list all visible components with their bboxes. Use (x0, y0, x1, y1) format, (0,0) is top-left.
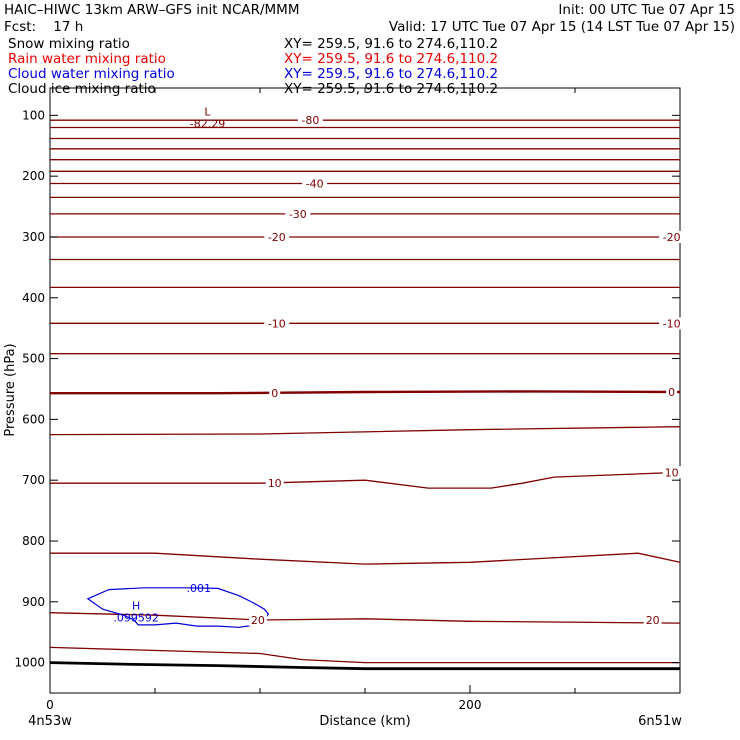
temperature-contour-line (49, 426, 681, 436)
valid-text: Valid: 17 UTC Tue 07 Apr 15 (14 LST Tue … (389, 19, 735, 35)
y-tick-label: 700 (22, 473, 45, 487)
contour-label-gap (666, 386, 678, 399)
temperature-contour-label: 0 (668, 386, 675, 399)
extremum-symbol: H (132, 600, 140, 613)
field-snow-xy: XY= 259.5, 91.6 to 274.6,110.2 (284, 36, 498, 52)
contour-label-gap (285, 207, 311, 220)
field-rain-xy: XY= 259.5, 91.6 to 274.6,110.2 (284, 51, 498, 67)
y-axis-title: Pressure (hPa) (3, 343, 18, 436)
title-text: HAIC–HIWC 13km ARW–GFS init NCAR/MMM (4, 2, 299, 18)
temperature-contour-line (49, 612, 681, 624)
x-axis-title: Distance (km) (319, 714, 410, 729)
field-cloud-ice-label: Cloud ice mixing ratio (8, 81, 156, 97)
temperature-contour-label: 10 (665, 466, 679, 479)
fcst-text: Fcst: 17 h (4, 19, 83, 35)
contour-label-gap (659, 317, 685, 330)
temperature-contour-line (50, 390, 681, 395)
field-cloud-ice-xy: XY= 259.5, 91.6 to 274.6,110.2 (284, 81, 498, 97)
x-start-label: 4n53w (28, 714, 72, 729)
ground-line (49, 661, 680, 671)
x-tick-label: 0 (46, 698, 54, 712)
temperature-contour-line (49, 646, 680, 664)
temperature-contour-label: 0 (271, 387, 278, 400)
y-tick-label: 200 (22, 169, 45, 183)
extremum-value: -82.29 (190, 117, 225, 130)
y-tick-label: 300 (22, 230, 45, 244)
contour-label-gap (264, 317, 290, 330)
x-tick-label: 200 (459, 698, 482, 712)
temperature-contour-label: -30 (289, 208, 307, 221)
temperature-contour-label: -10 (663, 317, 681, 330)
field-cloud-water-xy: XY= 259.5, 91.6 to 274.6,110.2 (284, 66, 498, 82)
field-snow-label: Snow mixing ratio (8, 36, 130, 52)
contour-label-gap (659, 230, 685, 243)
temperature-contour-line (50, 471, 681, 489)
extrema-markers: L-82.29 H.099592 (113, 105, 225, 624)
y-tick-label: 500 (22, 352, 45, 366)
contour-label-gap (297, 114, 323, 127)
field-rain-label: Rain water mixing ratio (8, 51, 166, 67)
init-text: Init: 00 UTC Tue 07 Apr 15 (558, 2, 735, 18)
temperature-contour-label: -20 (268, 231, 286, 244)
contour-label-gap (265, 477, 284, 490)
y-tick-label: 600 (22, 412, 45, 426)
contour-label-gap (248, 614, 267, 627)
contour-label-gap (269, 387, 281, 400)
y-tick-label: 100 (22, 108, 45, 122)
temperature-contour-label: 20 (646, 614, 660, 627)
temperature-contour-label: -10 (268, 317, 286, 330)
field-cloud-water-label: Cloud water mixing ratio (8, 66, 175, 82)
y-tick-label: 900 (22, 595, 45, 609)
temperature-contours (49, 119, 681, 664)
contour-label-gap (302, 177, 328, 190)
extremum-symbol: L (204, 105, 211, 118)
contour-label-gap (643, 614, 662, 627)
contour-label-gap (662, 466, 681, 479)
contour-label-gap (264, 230, 290, 243)
y-tick-label: 400 (22, 291, 45, 305)
x-end-label: 6n51w (638, 714, 682, 729)
temperature-contour-line (50, 552, 681, 565)
temperature-contour-label: 20 (251, 614, 265, 627)
cloud-water-contour-label: .001 (187, 582, 212, 595)
y-tick-label: 800 (22, 534, 45, 548)
y-tick-label: 1000 (14, 656, 45, 670)
temperature-contour-label: -80 (301, 114, 319, 127)
ground-surface (49, 661, 680, 671)
temperature-contour-label: -20 (663, 231, 681, 244)
extremum-value: .099592 (113, 612, 159, 625)
temperature-contour-label: 10 (268, 477, 282, 490)
temperature-contour-label: -40 (306, 177, 324, 190)
